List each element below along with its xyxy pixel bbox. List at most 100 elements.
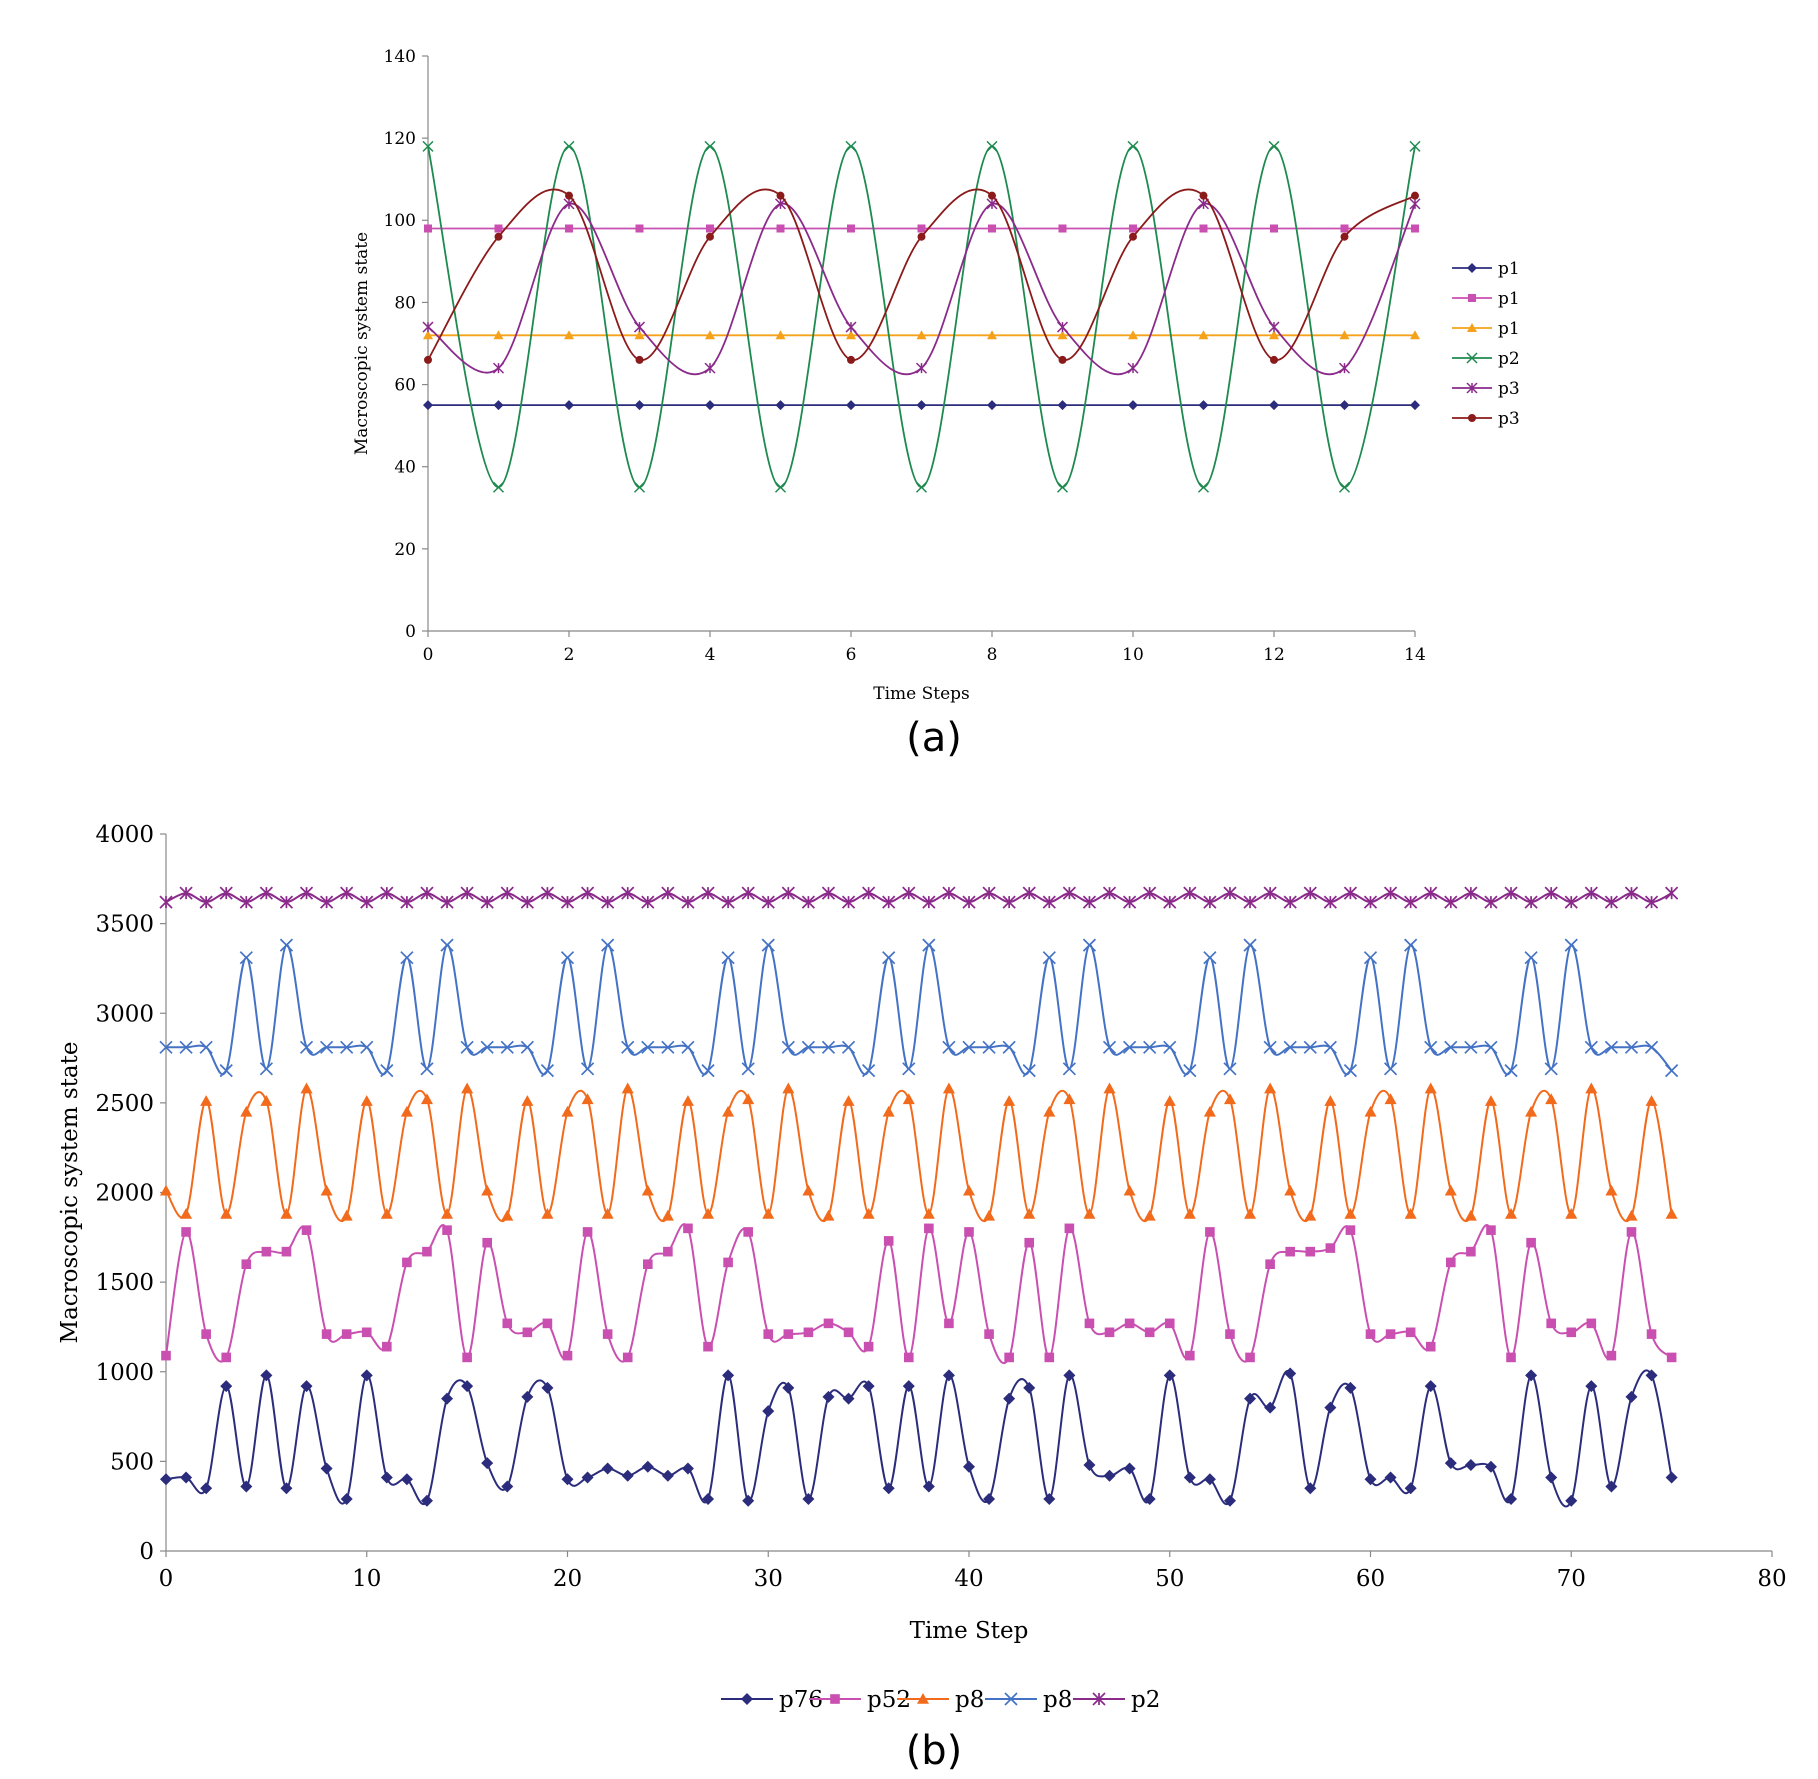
data-point (1645, 1369, 1658, 1382)
data-point (1606, 1350, 1617, 1361)
data-point (1325, 1243, 1336, 1253)
data-point (841, 895, 856, 909)
data-point (1269, 330, 1279, 340)
data-point (1585, 1380, 1598, 1393)
data-point (1022, 886, 1036, 900)
legend-item: p2 (1452, 349, 1520, 369)
data-point (1143, 1040, 1157, 1054)
data-point (1103, 1082, 1116, 1094)
data-point (500, 886, 514, 900)
data-point (300, 1380, 313, 1393)
data-point (280, 1208, 293, 1219)
data-point (683, 1223, 693, 1234)
data-point (360, 895, 374, 909)
data-point (1199, 191, 1208, 200)
data-point (259, 886, 273, 900)
y-tick-label: 40 (394, 458, 416, 478)
data-point (1484, 895, 1498, 909)
data-point (1163, 1095, 1176, 1106)
data-point (1004, 1352, 1014, 1363)
data-point (781, 1040, 795, 1054)
data-point (1409, 140, 1421, 152)
legend-item: p52 (809, 1687, 911, 1713)
data-point (1345, 1225, 1356, 1235)
data-point (1128, 400, 1138, 411)
data-point (424, 355, 432, 364)
data-point (481, 1184, 494, 1196)
data-point (781, 886, 795, 900)
data-point (279, 895, 294, 909)
data-point (280, 1482, 293, 1495)
data-point (159, 1040, 173, 1054)
data-point (661, 1209, 674, 1221)
data-point (721, 895, 735, 909)
caption-a: (a) (906, 715, 962, 761)
data-point (1424, 1040, 1438, 1054)
data-point (1486, 1225, 1496, 1235)
y-tick-label: 20 (394, 540, 416, 560)
data-point (1524, 951, 1538, 965)
data-point (1525, 1369, 1538, 1382)
data-point (424, 224, 432, 233)
data-point (704, 362, 716, 374)
data-point (1198, 330, 1209, 340)
data-point (1404, 895, 1418, 909)
data-point (580, 886, 595, 900)
data-point (1444, 1040, 1458, 1054)
data-point (400, 1105, 413, 1117)
data-point (1285, 1246, 1295, 1257)
data-point (1464, 1458, 1477, 1471)
data-point (1263, 886, 1277, 900)
data-point (922, 1208, 935, 1219)
data-point (1464, 886, 1478, 900)
data-point (1384, 1471, 1397, 1484)
data-point (1244, 1208, 1257, 1219)
data-point (1544, 886, 1558, 900)
data-point (1625, 1390, 1638, 1403)
data-point (1198, 400, 1209, 411)
y-tick-label: 0 (139, 1539, 154, 1565)
data-point (442, 1225, 452, 1235)
data-point (1484, 1460, 1497, 1473)
data-point (1464, 1209, 1477, 1221)
data-point (601, 1208, 614, 1219)
legend-marker (1468, 294, 1476, 302)
data-point (823, 1318, 834, 1329)
data-point (541, 1208, 554, 1219)
data-point (742, 1494, 755, 1507)
data-point (1404, 938, 1418, 952)
data-point (1063, 1093, 1076, 1105)
data-point (1584, 1040, 1598, 1054)
data-point (341, 1329, 352, 1339)
data-point (847, 355, 855, 364)
data-point (542, 1318, 553, 1329)
data-point (1003, 1095, 1016, 1106)
data-point (1383, 886, 1398, 900)
data-point (882, 1482, 895, 1495)
legend-marker (741, 1693, 753, 1705)
data-point (1243, 938, 1257, 952)
data-point (902, 1062, 916, 1076)
data-point (1129, 224, 1137, 233)
data-point (1244, 1392, 1257, 1405)
data-point (423, 330, 433, 340)
data-point (1604, 895, 1619, 909)
data-point (494, 232, 503, 241)
data-point (239, 895, 253, 909)
data-point (561, 1105, 574, 1117)
data-point (482, 1237, 492, 1248)
x-tick-label: 60 (1356, 1566, 1385, 1592)
data-point (621, 1469, 634, 1482)
data-point (1545, 1471, 1558, 1484)
data-point (1411, 191, 1419, 200)
data-point (1143, 886, 1157, 900)
data-point (942, 1369, 955, 1382)
data-point (422, 140, 434, 152)
data-point (847, 224, 855, 233)
data-point (1122, 895, 1137, 909)
legend-label: p3 (1498, 409, 1520, 429)
data-point (705, 330, 715, 340)
data-point (380, 1471, 393, 1484)
data-point (882, 895, 896, 909)
y-tick-label: 500 (110, 1449, 154, 1475)
